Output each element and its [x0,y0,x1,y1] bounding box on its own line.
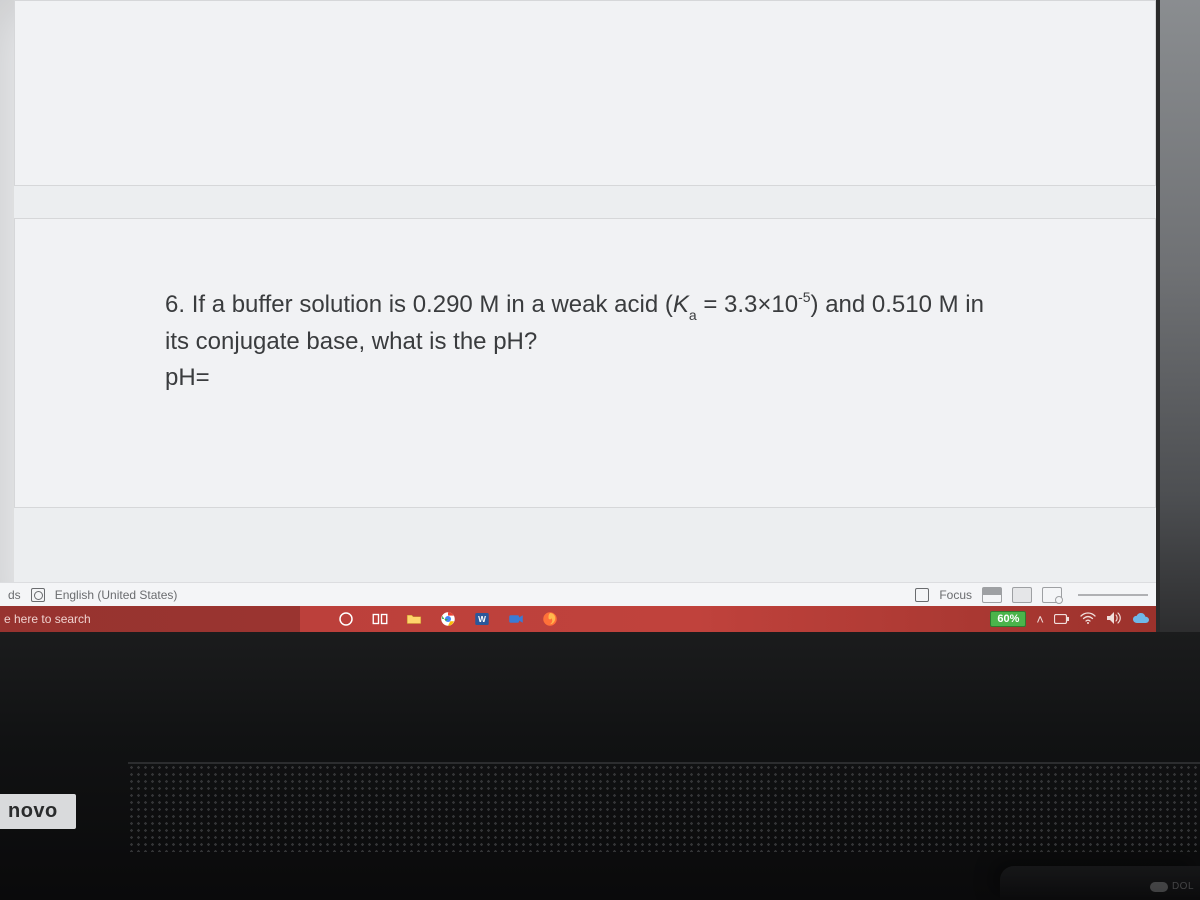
laptop-deck: novo DOL [0,632,1200,900]
battery-percentage-badge[interactable]: 60% [990,611,1026,627]
taskbar-search[interactable]: e here to search [0,606,300,632]
tray-volume-icon[interactable] [1106,611,1122,628]
question-number: 6. [165,291,185,318]
svg-text:W: W [478,615,486,624]
view-web-layout-button[interactable] [1042,587,1062,603]
tray-wifi-icon[interactable] [1080,612,1096,627]
cortana-icon[interactable] [336,609,356,629]
word-icon[interactable]: W [472,609,492,629]
question-line1c: ) and 0.510 M in [811,291,984,318]
question-line2: its conjugate base, what is the pH? [165,328,537,355]
ka-sub: a [689,307,697,323]
word-status-bar: ds English (United States) Focus [0,582,1156,606]
keyboard-speaker-grille [128,762,1200,852]
statusbar-language[interactable]: English (United States) [55,588,178,602]
word-canvas: 6. If a buffer solution is 0.290 M in a … [14,0,1156,582]
monitor-display: 6. If a buffer solution is 0.290 M in a … [0,0,1160,632]
chrome-icon[interactable] [438,609,458,629]
zoom-slider[interactable] [1078,594,1148,596]
photo-background: 6. If a buffer solution is 0.290 M in a … [0,0,1200,900]
view-print-layout-button[interactable] [1012,587,1032,603]
task-view-icon[interactable] [370,609,390,629]
tray-battery-icon[interactable] [1054,612,1070,627]
system-tray: 60% ˄ [990,611,1150,628]
question-line1b: = 3.3×10 [697,291,798,318]
windows-taskbar: e here to search W [0,606,1156,632]
statusbar-words-partial: ds [8,588,21,602]
document-page-upper [14,0,1156,186]
question-line3: pH= [165,364,210,391]
firefox-icon[interactable] [540,609,560,629]
tray-onedrive-icon[interactable] [1132,612,1150,627]
ka-exp: -5 [798,289,810,305]
view-read-mode-button[interactable] [982,587,1002,603]
camera-icon[interactable] [506,609,526,629]
tray-expand-icon[interactable]: ˄ [1036,612,1044,627]
taskbar-search-text: e here to search [4,612,91,626]
document-page-question: 6. If a buffer solution is 0.290 M in a … [14,218,1156,508]
question-line1a: If a buffer solution is 0.290 M in a wea… [192,291,673,318]
ka-var: K [673,291,689,318]
bottom-right-shadow [1000,866,1200,900]
focus-label[interactable]: Focus [939,588,972,602]
accessibility-icon[interactable] [31,588,45,602]
question-text: 6. If a buffer solution is 0.290 M in a … [165,287,1005,396]
focus-icon[interactable] [915,588,929,602]
file-explorer-icon[interactable] [404,609,424,629]
laptop-brand-label: novo [0,794,76,829]
taskbar-app-icons: W [336,606,560,632]
